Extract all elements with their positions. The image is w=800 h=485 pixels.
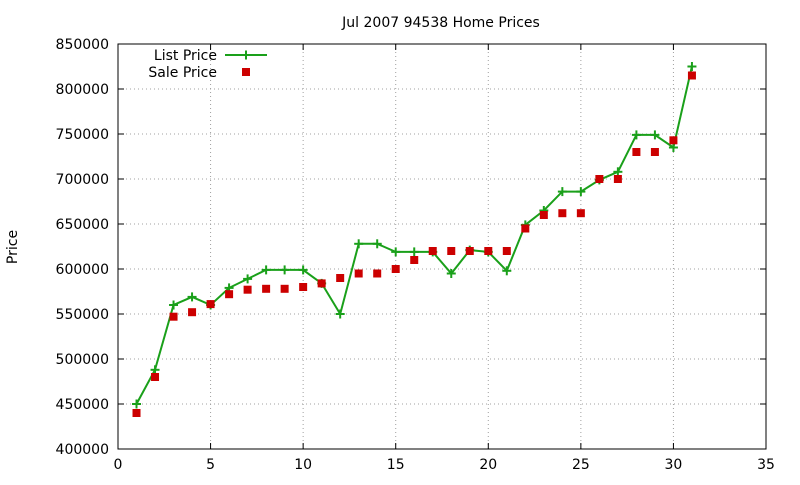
sale-price-point <box>465 247 474 255</box>
sale-price-point <box>484 247 493 255</box>
sale-price-point <box>262 284 271 293</box>
sale-price-point <box>650 148 659 156</box>
list-price-point <box>668 143 678 152</box>
x-tick-label: 30 <box>665 457 683 473</box>
sale-price-point <box>669 136 678 145</box>
legend-label-sale-price: Sale Price <box>148 65 217 81</box>
sale-price-point <box>447 247 456 255</box>
sale-price-point <box>391 265 400 273</box>
sale-price-point <box>595 175 604 183</box>
legend-list-price-marker <box>241 50 251 60</box>
axis-ticks <box>117 43 767 450</box>
list-price-point <box>243 274 253 284</box>
x-tick-label: 35 <box>757 457 775 473</box>
sale-price-point <box>502 247 511 255</box>
y-tick-label: 450000 <box>56 397 109 413</box>
series-sale-price <box>132 71 696 417</box>
sale-price-point <box>336 274 345 282</box>
plot-frame <box>117 43 767 450</box>
sale-price-point <box>613 175 622 183</box>
legend-label-list-price: List Price <box>154 48 217 64</box>
y-tick-labels: 400000 450000 500000 550000 600000 650000 7000… <box>56 37 109 458</box>
sale-price-point <box>521 224 530 233</box>
list-price-point <box>613 167 623 177</box>
chart-title: Jul 2007 94538 Home Prices <box>341 15 540 31</box>
sale-price-point <box>169 312 178 321</box>
legend-sale-price-marker <box>242 68 250 76</box>
y-tick-label: 600000 <box>56 262 109 278</box>
list-price-point <box>169 300 179 310</box>
sale-price-point <box>354 269 363 278</box>
x-tick-label: 25 <box>572 457 590 473</box>
x-tick-label: 0 <box>114 457 123 473</box>
sale-price-point <box>317 279 326 288</box>
list-price-point <box>132 399 142 409</box>
sale-price-point <box>206 300 215 309</box>
sale-price-point <box>687 71 696 80</box>
x-tick-label: 5 <box>206 457 215 473</box>
x-tick-label: 15 <box>387 457 405 473</box>
sale-price-point <box>558 209 567 218</box>
sale-price-point <box>576 209 585 218</box>
sale-price-point <box>632 148 641 156</box>
y-axis-label: Price <box>5 230 21 264</box>
y-tick-label: 400000 <box>56 442 109 458</box>
legend: List Price Sale Price <box>148 48 267 81</box>
sale-price-point <box>151 373 160 381</box>
sale-price-point <box>539 211 548 219</box>
y-tick-label: 700000 <box>56 172 109 188</box>
list-price-line <box>135 66 693 405</box>
legend-symbols <box>225 50 267 76</box>
list-price-point <box>687 62 697 71</box>
list-price-point <box>280 265 290 275</box>
sale-price-point <box>132 409 141 417</box>
list-price-point <box>557 187 567 197</box>
sale-price-point <box>225 290 234 299</box>
sale-price-point <box>188 308 197 317</box>
list-price-point <box>650 130 660 140</box>
list-price-point <box>261 265 271 275</box>
list-price-point <box>298 265 308 275</box>
y-tick-label: 550000 <box>56 307 109 323</box>
y-tick-label: 750000 <box>56 127 109 143</box>
grid <box>118 44 766 449</box>
list-price-point <box>576 187 586 197</box>
y-tick-label: 800000 <box>56 82 109 98</box>
sale-price-point <box>280 284 289 293</box>
sale-price-point <box>299 283 308 291</box>
sale-price-point <box>243 285 252 294</box>
list-price-point <box>335 309 345 319</box>
y-tick-label: 500000 <box>56 352 109 368</box>
list-price-point <box>502 266 512 276</box>
list-price-point <box>631 130 641 140</box>
x-tick-label: 20 <box>479 457 497 473</box>
series-list-price <box>132 62 697 409</box>
series <box>132 62 697 417</box>
x-tick-label: 10 <box>294 457 312 473</box>
list-price-point <box>409 247 419 257</box>
list-price-point <box>354 239 364 249</box>
x-tick-labels: 0 5 10 15 20 25 30 35 <box>114 457 775 473</box>
list-price-point <box>446 269 456 278</box>
y-tick-label: 650000 <box>56 217 109 233</box>
list-price-point <box>150 365 160 375</box>
sale-price-point <box>428 247 437 255</box>
sale-price-point <box>410 256 419 264</box>
sale-price-point <box>373 269 382 278</box>
list-price-point <box>391 247 401 257</box>
y-tick-label: 850000 <box>56 37 109 53</box>
list-price-point <box>372 239 382 249</box>
list-price-point <box>187 292 197 302</box>
